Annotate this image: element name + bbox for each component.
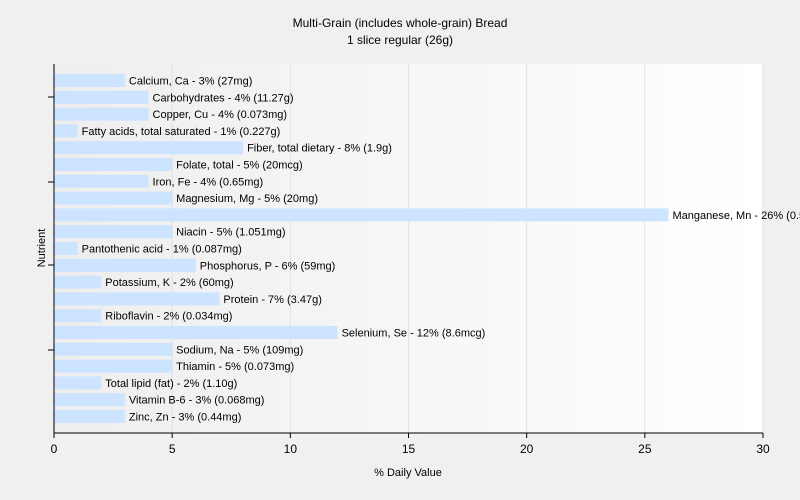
bar-data-label: Niacin - 5% (1.051mg)	[176, 227, 285, 239]
chart-title: Multi-Grain (includes whole-grain) Bread	[293, 16, 508, 30]
bar	[54, 242, 78, 255]
x-tick-label: 15	[402, 442, 416, 456]
bar-labels-group: Calcium, Ca - 3% (27mg) Carbohydrates - 4…	[82, 76, 800, 424]
y-axis-label: Nutrient	[36, 229, 48, 268]
x-tick-label: 20	[520, 442, 534, 456]
bar	[54, 292, 220, 306]
bar	[54, 158, 173, 171]
bar-data-label: Sodium, Na - 5% (109mg)	[176, 344, 303, 356]
bar	[54, 74, 125, 87]
bar	[54, 124, 78, 138]
bar-data-label: Calcium, Ca - 3% (27mg)	[129, 76, 252, 88]
x-tick-label: 10	[284, 442, 298, 456]
bar	[54, 376, 102, 390]
bar	[54, 410, 125, 423]
bar	[54, 258, 196, 272]
bar-data-label: Thiamin - 5% (0.073mg)	[176, 361, 294, 373]
bar	[54, 326, 338, 339]
bar	[54, 90, 149, 104]
bar-data-label: Folate, total - 5% (20mcg)	[176, 160, 303, 172]
x-tick-label: 0	[51, 442, 58, 456]
bar-data-label: Iron, Fe - 4% (0.65mg)	[153, 176, 264, 188]
bar-data-label: Fiber, total dietary - 8% (1.9g)	[247, 143, 392, 155]
bar-data-label: Manganese, Mn - 26% (0.526mg)	[672, 210, 800, 222]
x-tick-label: 5	[169, 442, 176, 456]
axes	[48, 64, 764, 438]
bar	[54, 174, 149, 188]
bar-data-label: Total lipid (fat) - 2% (1.10g)	[105, 378, 237, 390]
bar-data-label: Copper, Cu - 4% (0.073mg)	[153, 109, 288, 121]
bar	[54, 393, 125, 407]
bar	[54, 309, 102, 323]
bar	[54, 342, 173, 356]
gridlines	[171, 64, 764, 433]
bar	[54, 141, 244, 155]
bar-data-label: Fatty acids, total saturated - 1% (0.227…	[82, 126, 281, 138]
bar-data-label: Phosphorus, P - 6% (59mg)	[200, 260, 336, 272]
bar-data-label: Vitamin B-6 - 3% (0.068mg)	[129, 395, 265, 407]
bar	[54, 275, 102, 289]
bar-data-label: Zinc, Zn - 3% (0.44mg)	[129, 412, 241, 424]
bar-data-label: Magnesium, Mg - 5% (20mg)	[176, 193, 318, 205]
bar-data-label: Potassium, K - 2% (60mg)	[105, 277, 233, 289]
bar-data-label: Pantothenic acid - 1% (0.087mg)	[82, 244, 242, 256]
bar-data-label: Selenium, Se - 12% (8.6mcg)	[342, 328, 486, 340]
x-tick-label: 25	[638, 442, 652, 456]
bar-data-label: Carbohydrates - 4% (11.27g)	[153, 92, 294, 104]
chart-subtitle: 1 slice regular (26g)	[347, 33, 453, 47]
x-tick-label: 30	[756, 442, 770, 456]
bar-data-label: Protein - 7% (3.47g)	[223, 294, 321, 306]
bar	[54, 191, 173, 205]
bars-group	[54, 74, 669, 423]
bar	[54, 208, 669, 222]
x-axis-label: % Daily Value	[374, 467, 442, 479]
bar	[54, 225, 173, 239]
bar-data-label: Riboflavin - 2% (0.034mg)	[105, 311, 232, 323]
x-tick-labels: 0 5 10 15 20 25 30	[51, 442, 770, 456]
bar	[54, 359, 173, 373]
bar	[54, 107, 149, 121]
